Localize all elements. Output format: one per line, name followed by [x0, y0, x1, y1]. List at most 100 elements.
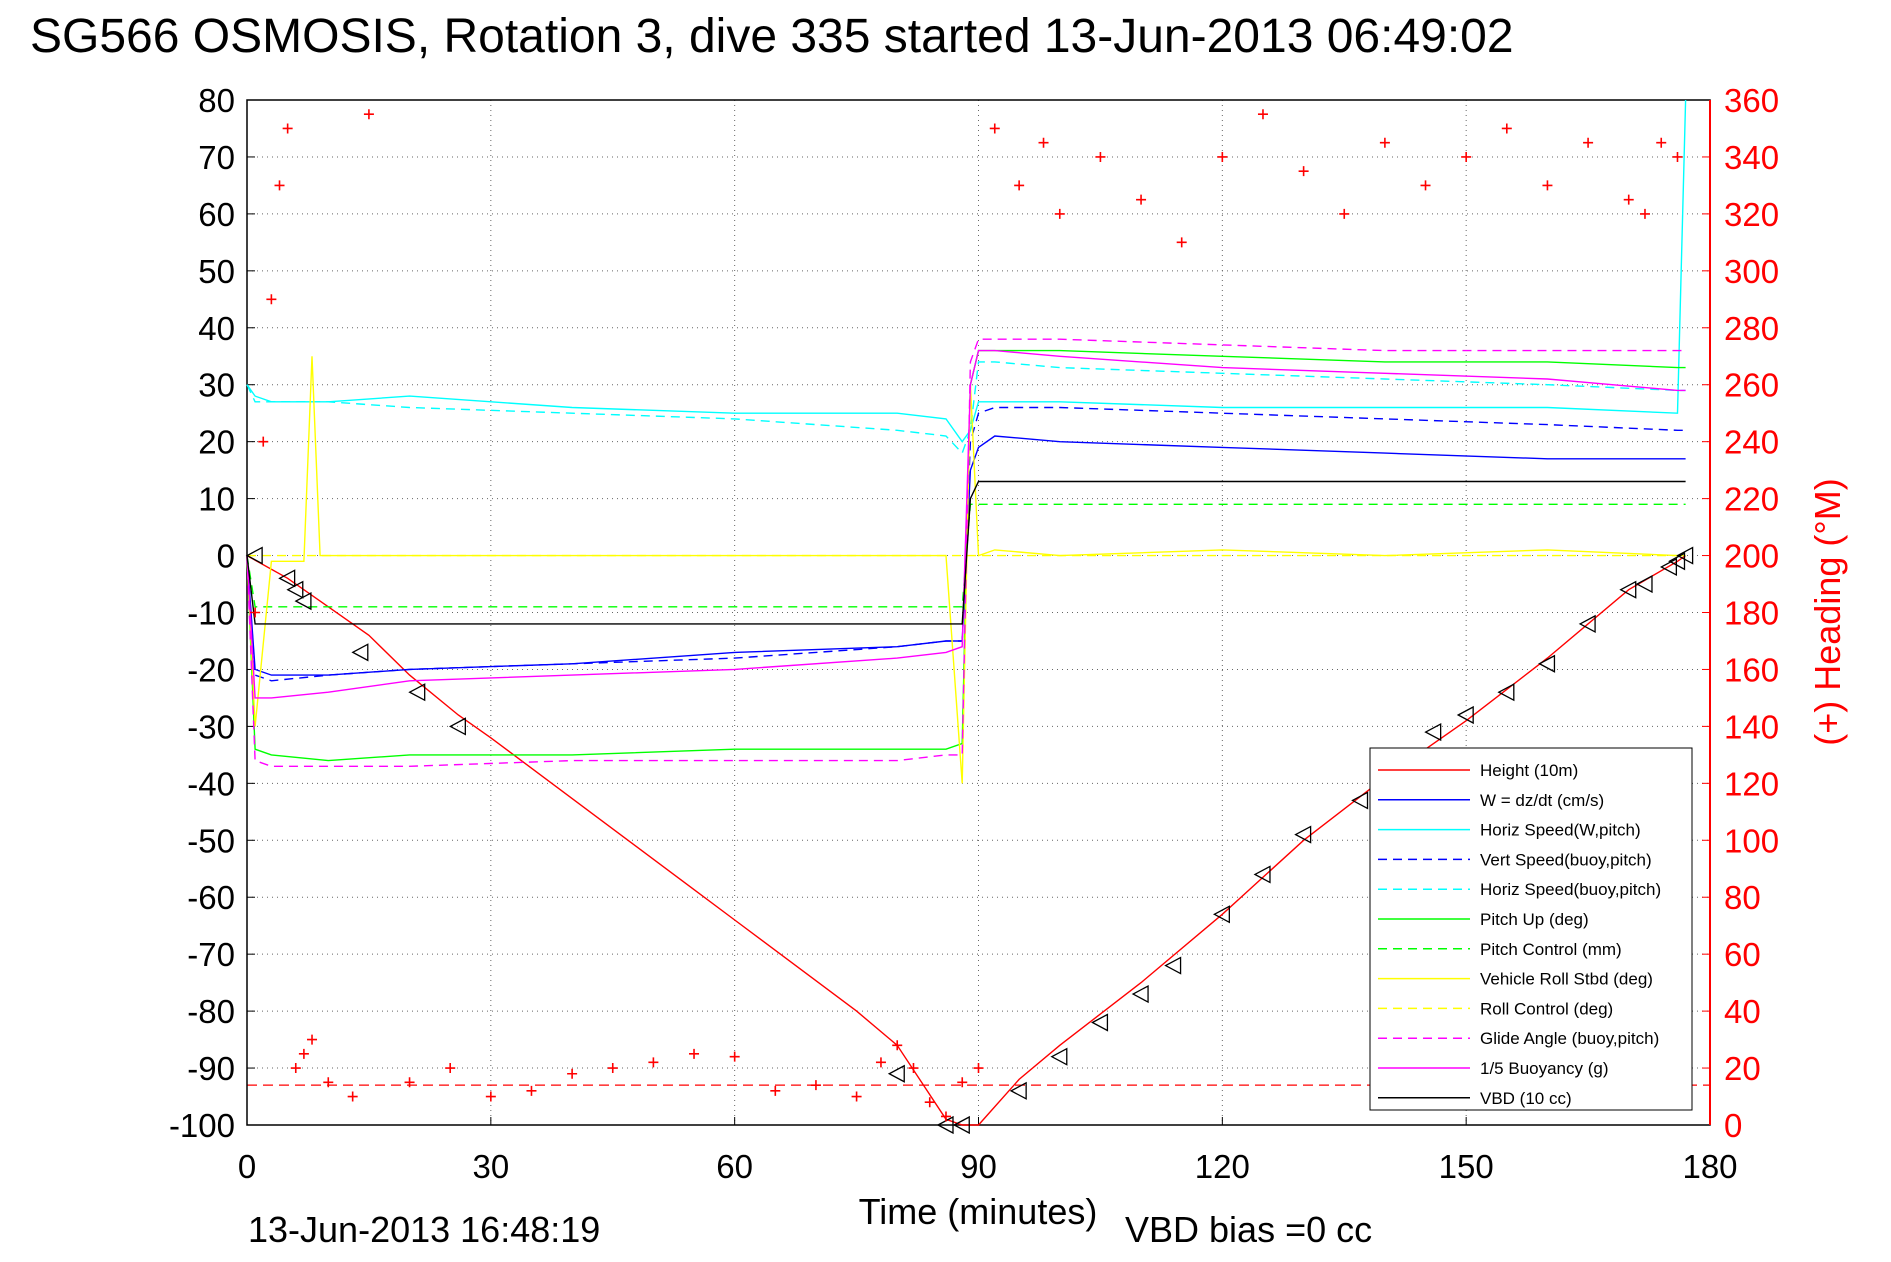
height-marker [1212, 905, 1230, 924]
y-right-tick-label: 220 [1724, 481, 1779, 518]
heading-point [1054, 208, 1065, 219]
y-tick-label: 30 [198, 367, 235, 404]
y-tick-label: 80 [198, 82, 235, 119]
height-marker [286, 580, 304, 599]
height-marker [1091, 1013, 1109, 1032]
heading-point [1379, 137, 1390, 148]
heading-point [1298, 166, 1309, 177]
heading-point [363, 109, 374, 120]
x-tick-label: 150 [1439, 1148, 1494, 1185]
y-right-tick-label: 60 [1724, 936, 1761, 973]
series-line-10 [246, 349, 1686, 699]
heading-point [908, 1063, 919, 1074]
heading-point [1420, 180, 1431, 191]
y-tick-label: 40 [198, 310, 235, 347]
heading-point [1038, 137, 1049, 148]
height-marker [1253, 865, 1271, 884]
y-right-tick-label: 280 [1724, 310, 1779, 347]
y-tick-label: -30 [187, 708, 235, 745]
y-right-tick-label: 300 [1724, 253, 1779, 290]
heading-point [1339, 208, 1350, 219]
heading-point [648, 1057, 659, 1068]
heading-point [445, 1063, 456, 1074]
legend-label: Pitch Control (mm) [1480, 940, 1622, 959]
heading-point [689, 1048, 700, 1059]
height-marker [1676, 546, 1694, 565]
height-marker [1538, 654, 1556, 673]
y-tick-labels: 80 70 60 50 40 30 20 10 0 -10 -20 -30 -40 -50 -60 -70 -8… [169, 82, 235, 1144]
heading-point [973, 1063, 984, 1074]
heading-point [924, 1097, 935, 1108]
vbd-bias-footer: VBD bias =0 cc [1125, 1209, 1372, 1250]
height-marker [408, 683, 426, 702]
height-marker [1619, 580, 1637, 599]
heading-point [1217, 151, 1228, 162]
y-right-tick-label: 360 [1724, 82, 1779, 119]
heading-point [1461, 151, 1472, 162]
y-right-tick-label: 120 [1724, 765, 1779, 802]
heading-point [1583, 137, 1594, 148]
x-axis-label: Time (minutes) [859, 1191, 1098, 1232]
y-right-tick-label: 40 [1724, 993, 1761, 1030]
x-tick-label: 30 [472, 1148, 509, 1185]
y-tick-label: 20 [198, 424, 235, 461]
heading-point [567, 1068, 578, 1079]
heading-point [1656, 137, 1667, 148]
heading-point [1176, 237, 1187, 248]
height-marker [1424, 722, 1442, 742]
legend-label: Vert Speed(buoy,pitch) [1480, 850, 1652, 869]
heading-point [810, 1080, 821, 1091]
y-tick-label: 0 [217, 538, 235, 575]
y-tick-label: -20 [187, 651, 235, 688]
heading-point [940, 1111, 951, 1122]
height-marker [1456, 705, 1474, 725]
heading-point [298, 1048, 309, 1059]
heading-point [1623, 194, 1634, 205]
height-marker [1497, 683, 1515, 702]
heading-point [282, 123, 293, 134]
legend-label: Glide Angle (buoy,pitch) [1480, 1029, 1659, 1048]
legend-label: Horiz Speed(buoy,pitch) [1480, 880, 1661, 899]
series-line-4 [246, 361, 1686, 455]
y-right-tick-label: 180 [1724, 595, 1779, 632]
series-group [246, 99, 1687, 1126]
height-marker [1578, 614, 1596, 633]
legend-label: Horiz Speed(W,pitch) [1480, 821, 1641, 840]
y-right-tick-labels: 3603403203002802602402202001801601401201… [1724, 82, 1779, 1144]
heading-point [290, 1063, 301, 1074]
heading-point [274, 180, 285, 191]
y-tick-label: 60 [198, 196, 235, 233]
height-marker [1294, 825, 1312, 844]
y-tick-label: -100 [169, 1107, 235, 1144]
heading-point [1501, 123, 1512, 134]
heading-point [323, 1077, 334, 1088]
height-marker [887, 1064, 905, 1083]
height-marker [1131, 984, 1149, 1004]
height-marker [952, 1115, 970, 1135]
height-marker [448, 717, 466, 736]
chart-title: SG566 OSMOSIS, Rotation 3, dive 335 star… [30, 10, 1514, 63]
height-marker [278, 569, 296, 588]
x-tick-label: 90 [960, 1148, 997, 1185]
height-marker [294, 592, 312, 611]
y-tick-label: -80 [187, 993, 235, 1030]
y-right-tick-label: 100 [1724, 822, 1779, 859]
heading-point [1542, 180, 1553, 191]
heading-point [957, 1077, 968, 1088]
heading-point [1672, 151, 1683, 162]
height-marker-group [245, 546, 1694, 1135]
y-right-tick-label: 140 [1724, 708, 1779, 745]
x-tick-label: 60 [716, 1148, 753, 1185]
heading-point [485, 1091, 496, 1102]
height-marker [351, 643, 369, 662]
legend-label: Roll Control (deg) [1480, 999, 1613, 1018]
y-right-tick-label: 80 [1724, 879, 1761, 916]
legend: Height (10m) W = dz/dt (cm/s) Horiz Speed(… [1369, 747, 1693, 1111]
heading-point [1095, 151, 1106, 162]
heading-point [404, 1077, 415, 1088]
y-tick-label: 10 [198, 481, 235, 518]
y-tick-label: 70 [198, 139, 235, 176]
height-marker [1635, 574, 1653, 594]
heading-point [266, 294, 277, 305]
